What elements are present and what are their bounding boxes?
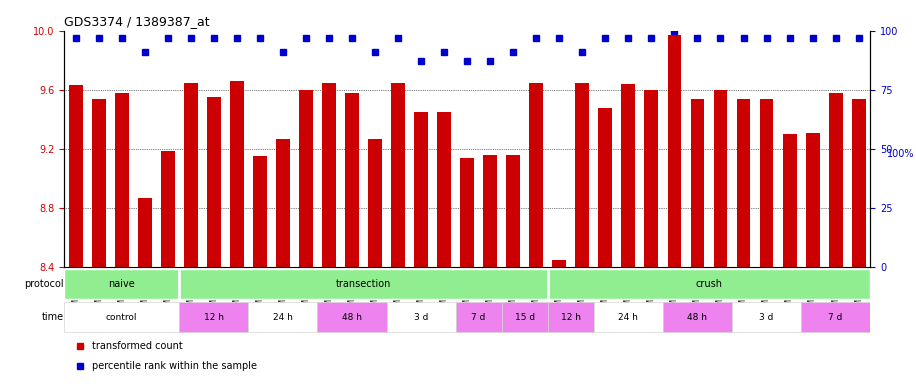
- FancyBboxPatch shape: [248, 302, 318, 332]
- Bar: [852, 99, 866, 267]
- Bar: [484, 155, 497, 267]
- Bar: [621, 84, 636, 267]
- Bar: [806, 133, 820, 267]
- Bar: [230, 81, 244, 267]
- FancyBboxPatch shape: [663, 302, 732, 332]
- Text: percentile rank within the sample: percentile rank within the sample: [93, 361, 257, 371]
- Bar: [437, 112, 451, 267]
- FancyBboxPatch shape: [802, 302, 870, 332]
- FancyBboxPatch shape: [318, 302, 387, 332]
- Y-axis label: 100%: 100%: [888, 149, 915, 159]
- Text: 7 d: 7 d: [472, 313, 485, 322]
- Bar: [529, 83, 543, 267]
- Text: 48 h: 48 h: [688, 313, 707, 322]
- Bar: [92, 99, 105, 267]
- Text: time: time: [42, 312, 64, 322]
- Bar: [391, 83, 405, 267]
- FancyBboxPatch shape: [64, 269, 180, 299]
- Bar: [276, 139, 289, 267]
- Text: control: control: [106, 313, 137, 322]
- FancyBboxPatch shape: [387, 302, 455, 332]
- Text: 24 h: 24 h: [618, 313, 638, 322]
- FancyBboxPatch shape: [64, 302, 180, 332]
- Bar: [736, 99, 750, 267]
- Bar: [598, 108, 612, 267]
- Bar: [714, 90, 727, 267]
- Bar: [759, 99, 773, 267]
- Bar: [345, 93, 359, 267]
- Text: transection: transection: [336, 279, 391, 289]
- Text: 48 h: 48 h: [342, 313, 362, 322]
- Bar: [829, 93, 843, 267]
- Text: naive: naive: [108, 279, 135, 289]
- Bar: [645, 90, 659, 267]
- Bar: [368, 139, 382, 267]
- Bar: [460, 158, 474, 267]
- Bar: [782, 134, 797, 267]
- Bar: [575, 83, 589, 267]
- Bar: [184, 83, 198, 267]
- Bar: [69, 86, 82, 267]
- Text: 3 d: 3 d: [414, 313, 429, 322]
- FancyBboxPatch shape: [180, 269, 548, 299]
- Text: 3 d: 3 d: [759, 313, 774, 322]
- FancyBboxPatch shape: [502, 302, 548, 332]
- FancyBboxPatch shape: [180, 302, 248, 332]
- Bar: [414, 112, 428, 267]
- FancyBboxPatch shape: [732, 302, 802, 332]
- FancyBboxPatch shape: [455, 302, 502, 332]
- Bar: [161, 151, 175, 267]
- Bar: [507, 155, 520, 267]
- FancyBboxPatch shape: [548, 269, 870, 299]
- Text: 7 d: 7 d: [828, 313, 843, 322]
- Bar: [552, 260, 566, 267]
- Bar: [691, 99, 704, 267]
- Text: 12 h: 12 h: [204, 313, 224, 322]
- Bar: [253, 156, 267, 267]
- Bar: [299, 90, 313, 267]
- Text: 15 d: 15 d: [515, 313, 535, 322]
- Text: crush: crush: [695, 279, 723, 289]
- Bar: [137, 198, 152, 267]
- Bar: [668, 35, 682, 267]
- Bar: [114, 93, 128, 267]
- Text: protocol: protocol: [25, 279, 64, 289]
- Text: GDS3374 / 1389387_at: GDS3374 / 1389387_at: [64, 15, 210, 28]
- Text: transformed count: transformed count: [93, 341, 183, 351]
- FancyBboxPatch shape: [548, 302, 594, 332]
- Text: 24 h: 24 h: [273, 313, 293, 322]
- Bar: [322, 83, 336, 267]
- Text: 12 h: 12 h: [561, 313, 581, 322]
- FancyBboxPatch shape: [594, 302, 663, 332]
- Bar: [207, 97, 221, 267]
